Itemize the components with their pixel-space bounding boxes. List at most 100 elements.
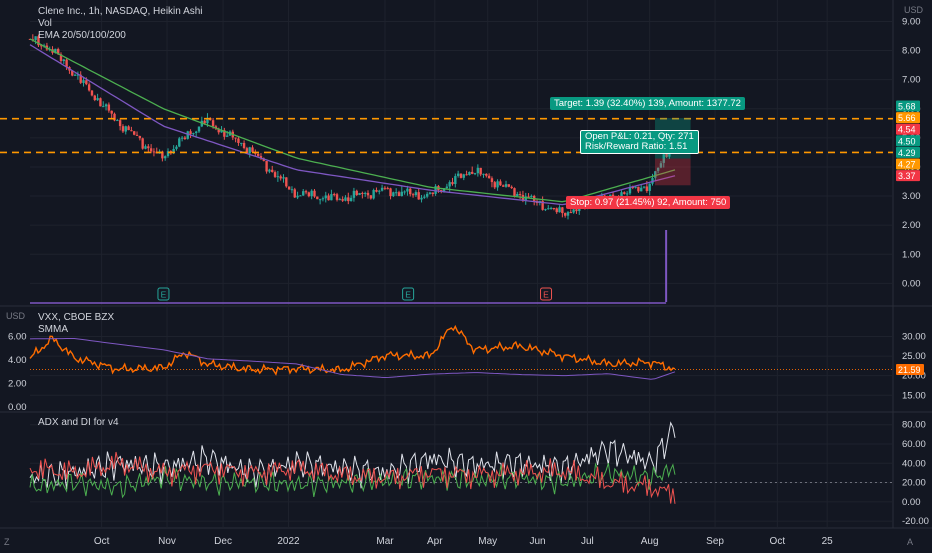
candle-body [183,137,187,139]
candle-body [161,151,164,159]
ema-label[interactable]: EMA 20/50/100/200 [38,30,126,41]
candle-body [349,197,353,202]
candle-body [316,196,319,200]
candle-body [330,194,333,201]
candle-body [87,84,91,91]
symbol-title[interactable]: Clene Inc., 1h, NASDAQ, Heikin Ashi [38,6,203,17]
candle-body [56,49,60,55]
candle-body [369,195,373,199]
candle-body [389,188,392,197]
x-tick-label: Jun [530,536,546,547]
candle-body [468,171,471,175]
candle-body [324,195,327,199]
x-tick-label: Apr [427,536,443,547]
candle-body [493,182,496,188]
price-currency-label: USD [904,5,924,15]
candle-body [375,189,378,192]
vxx-title[interactable]: VXX, CBOE BZX [38,312,115,323]
candle-body [321,198,325,200]
candle-body [352,190,356,198]
candle-body [659,163,663,168]
candle-body [662,154,665,163]
candle-body [186,131,189,139]
adx-title[interactable]: ADX and DI for v4 [38,417,119,428]
candle-body [327,195,330,201]
candle-body [482,173,485,175]
candle-body [197,126,201,132]
price-axis-tag [896,146,920,158]
earnings-marker[interactable] [402,287,415,301]
candle-body [34,36,37,40]
candle-body [473,173,477,175]
candle-body [425,193,429,197]
candle-body [380,187,384,191]
x-tick-label: May [478,536,497,547]
candle-body [656,167,660,171]
price-axis-tag [896,135,920,147]
adx-y-tick: 0.00 [902,497,921,508]
open-pnl-label[interactable]: Open P&L: 0.21, Qty: 271 Risk/Reward Rat… [580,130,699,154]
adx-y-tick: 40.00 [902,458,926,469]
price-axis-tag-text: 4.27 [898,160,916,170]
candle-body [502,185,505,187]
candle-body [85,80,88,85]
candle-body [642,186,646,188]
candle-body [451,182,454,185]
smma-label[interactable]: SMMA [38,324,68,335]
x-tick-label: 25 [822,536,834,547]
adx-y-tick: 80.00 [902,420,926,431]
stop-label[interactable]: Stop: 0.97 (21.45%) 92, Amount: 750 [566,196,731,209]
timezone-button[interactable]: Z [4,537,10,547]
candle-body [180,137,184,139]
candle-body [569,212,573,214]
candle-body [406,188,409,192]
open-pnl-text: Open P&L: 0.21, Qty: 271 [585,131,694,142]
auto-scale-button[interactable]: A [907,537,914,547]
candle-body [223,130,226,137]
candle-body [434,186,437,194]
earnings-marker[interactable] [157,287,170,301]
candle-body [386,188,389,190]
candle-body [338,199,342,201]
vxx-currency-label: USD [6,311,26,321]
candle-body [285,177,288,187]
candle-body [113,113,116,121]
candle-body [631,186,634,188]
candle-body [513,188,516,197]
candle-body [296,195,299,198]
price-y-tick: 0.00 [902,278,921,289]
candle-body [561,207,564,214]
candle-body [563,213,567,216]
candle-body [37,36,40,46]
candle-body [459,173,463,178]
position-stop-zone[interactable] [655,158,691,186]
candle-body [118,120,122,127]
vxx-right-tick: 20.00 [902,371,926,382]
candle-body [166,151,170,157]
candle-body [234,137,237,139]
price-axis-tag-text: 3.37 [898,171,916,181]
candle-body [485,173,488,176]
smma-line [29,338,676,380]
candle-body [555,208,558,213]
candle-body [175,146,178,149]
candle-body [133,131,136,135]
x-tick-label: Dec [214,536,232,547]
candle-body [442,188,446,192]
candle-body [318,199,322,201]
risk-reward-text: Risk/Reward Ratio: 1.51 [585,141,688,152]
vxx-last-value-text: 21.59 [898,365,921,375]
price-axis-tag [896,100,920,112]
earnings-marker[interactable] [540,287,553,301]
candle-body [299,195,302,197]
candle-body [240,142,243,144]
candle-body [552,207,556,209]
volume-label[interactable]: Vol [38,18,52,29]
candle-body [544,209,547,211]
candle-body [271,169,274,172]
candle-body [372,190,375,199]
target-label[interactable]: Target: 1.39 (32.40%) 139, Amount: 1377.… [550,97,745,110]
price-axis-tag [896,123,920,135]
